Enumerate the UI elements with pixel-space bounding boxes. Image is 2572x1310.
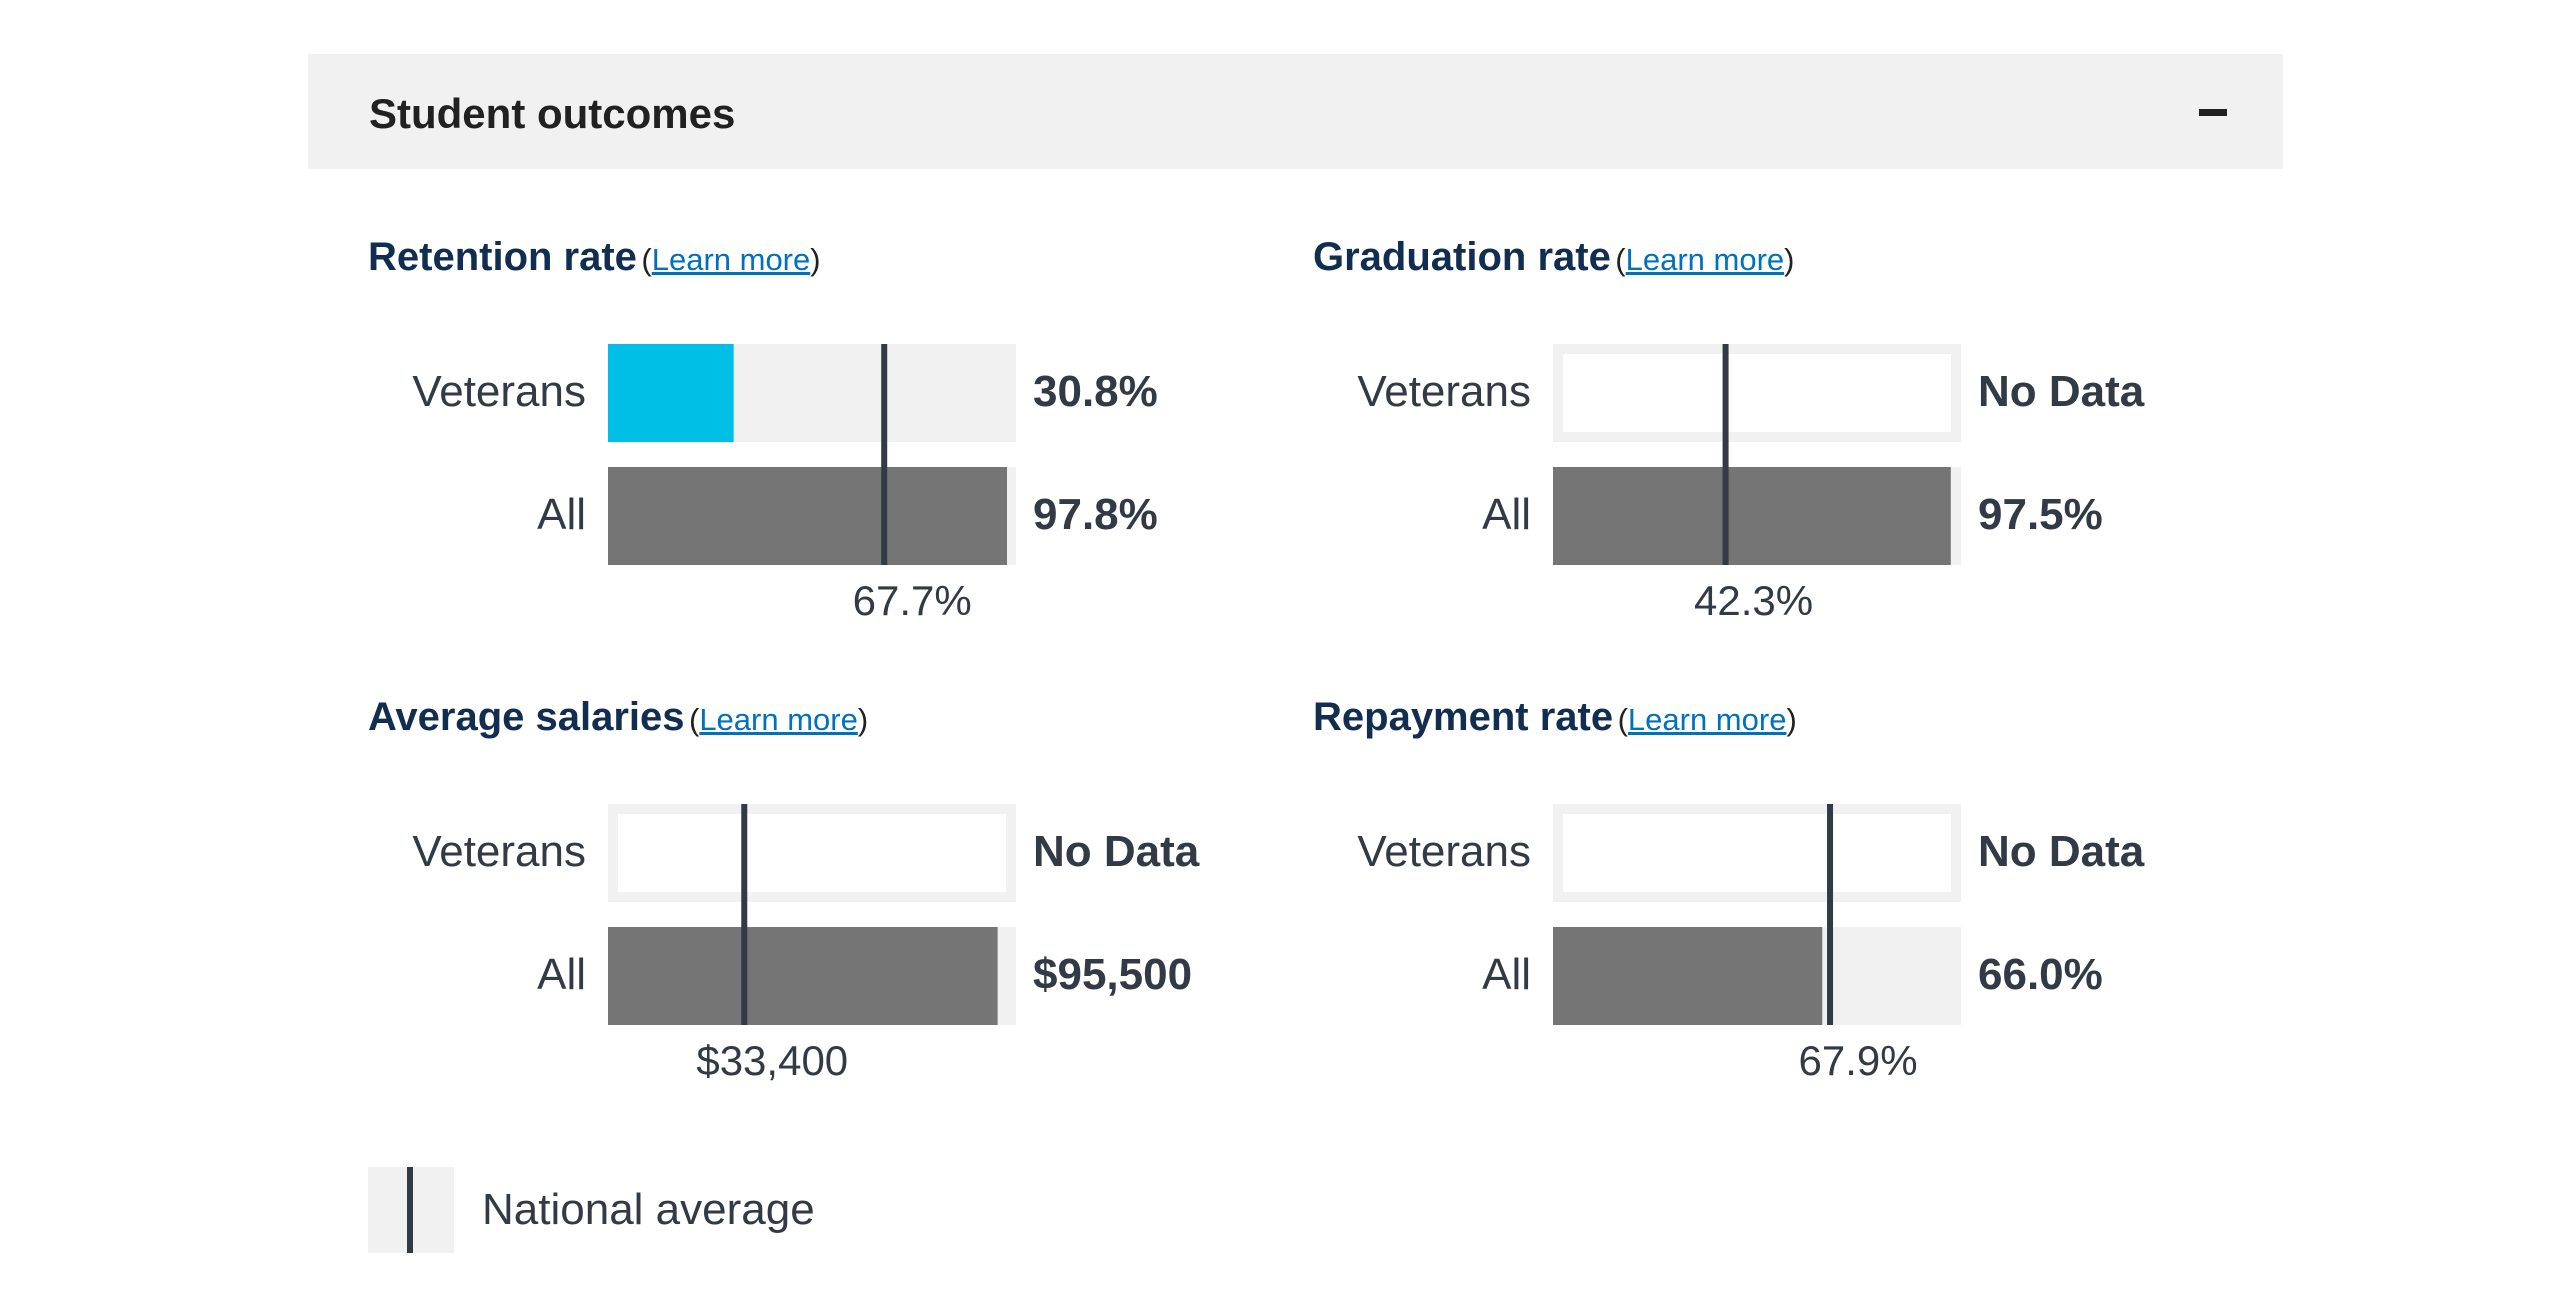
all-row-label: All <box>1482 950 1531 999</box>
panel-heading: Retention rate (Learn more) <box>368 235 821 279</box>
accordion-title: Student outcomes <box>369 90 736 137</box>
national-average-label: 67.7% <box>853 577 972 624</box>
veterans-no-data-track <box>1553 804 1961 902</box>
all-bar <box>1553 927 1823 1025</box>
panel-heading: Graduation rate (Learn more) <box>1313 235 1795 279</box>
veterans-value-label: No Data <box>1033 827 1200 876</box>
learn-more-link[interactable]: Learn more <box>1625 242 1785 277</box>
all-row-label: All <box>537 490 586 539</box>
national-average-swatch-icon <box>368 1167 454 1253</box>
veterans-row-label: Veterans <box>412 827 586 876</box>
average-salaries-panel: $33,400 Average salaries (Learn more) Ve… <box>368 695 1268 1115</box>
veterans-value-label: 30.8% <box>1033 367 1158 416</box>
learn-more-link[interactable]: Learn more <box>1627 702 1787 737</box>
student-outcomes-accordion-header[interactable]: Student outcomes <box>308 54 2283 169</box>
collapse-minus-icon[interactable] <box>2193 92 2233 132</box>
all-bar <box>1553 467 1951 565</box>
panel-title: Repayment rate <box>1313 695 1614 739</box>
panel-title: Average salaries <box>368 695 685 739</box>
learn-more-link[interactable]: Learn more <box>651 242 811 277</box>
veterans-row-label: Veterans <box>412 367 586 416</box>
national-average-line <box>1722 344 1729 565</box>
national-average-label: $33,400 <box>696 1037 848 1084</box>
national-average-line <box>881 344 888 565</box>
national-average-line <box>741 804 748 1025</box>
panel-heading: Average salaries (Learn more) <box>368 695 869 739</box>
panel-heading: Repayment rate (Learn more) <box>1313 695 1797 739</box>
learn-more-link[interactable]: Learn more <box>699 702 858 737</box>
veterans-no-data-track <box>1553 344 1961 442</box>
graduation-rate-panel: 42.3% Graduation rate (Learn more) Veter… <box>1313 235 2213 655</box>
repayment-rate-panel: 67.9% Repayment rate (Learn more) Vetera… <box>1313 695 2213 1115</box>
all-row-label: All <box>1482 490 1531 539</box>
all-value-label: 97.8% <box>1033 490 1158 539</box>
bar-chart: 67.7% <box>608 344 1016 624</box>
retention-rate-panel: 67.7% Retention rate (Learn more) Vetera… <box>368 235 1268 655</box>
veterans-no-data-track <box>608 804 1016 902</box>
all-bar <box>608 467 1008 565</box>
legend-label: National average <box>482 1185 815 1234</box>
all-bar <box>608 927 998 1025</box>
bar-chart: 42.3% <box>1553 344 1961 624</box>
veterans-value-label: No Data <box>1978 367 2145 416</box>
all-value-label: 66.0% <box>1978 950 2103 999</box>
national-average-label: 42.3% <box>1694 577 1813 624</box>
bar-chart: 67.9% <box>1553 804 1961 1084</box>
panel-title: Retention rate <box>368 235 637 279</box>
veterans-row-label: Veterans <box>1357 827 1531 876</box>
national-average-line <box>1827 804 1834 1025</box>
all-value-label: 97.5% <box>1978 490 2103 539</box>
legend: National average <box>368 1167 968 1257</box>
veterans-bar <box>608 344 734 442</box>
veterans-value-label: No Data <box>1978 827 2145 876</box>
all-value-label: $95,500 <box>1033 950 1193 999</box>
bar-chart: $33,400 <box>608 804 1016 1084</box>
veterans-row-label: Veterans <box>1357 367 1531 416</box>
panel-title: Graduation rate <box>1313 235 1611 279</box>
all-row-label: All <box>537 950 586 999</box>
national-average-label: 67.9% <box>1798 1037 1917 1084</box>
